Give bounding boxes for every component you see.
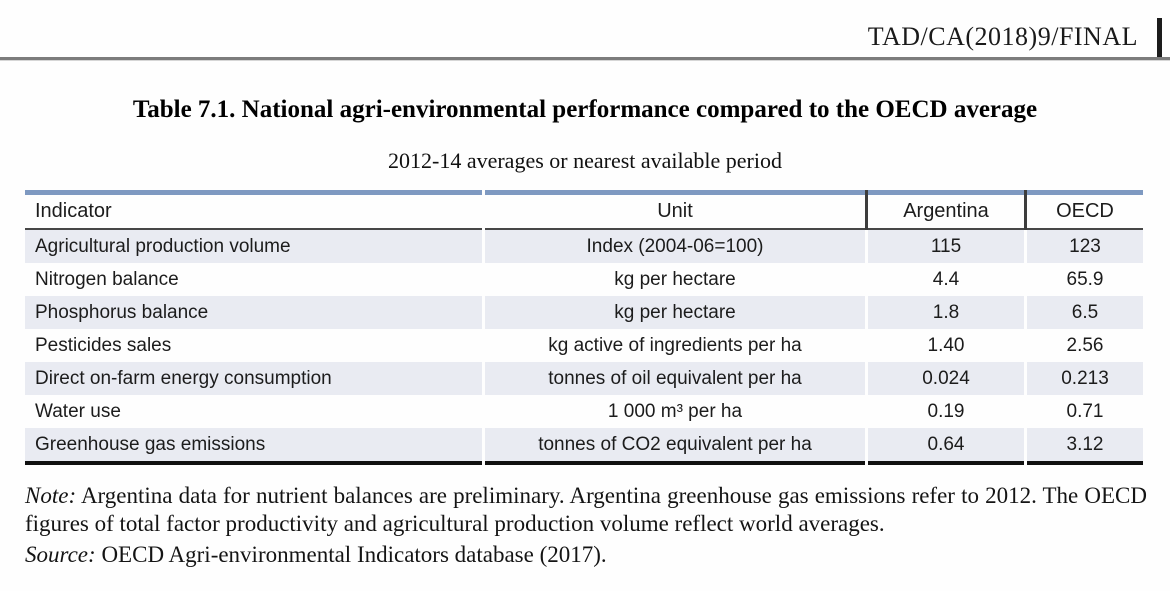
indicator-cell: Nitrogen balance [25, 263, 482, 296]
argentina-value-cell: 0.19 [868, 395, 1024, 428]
oecd-value-cell: 123 [1027, 230, 1143, 263]
indicator-cell: Water use [25, 395, 482, 428]
oecd-value-cell: 2.56 [1027, 329, 1143, 362]
document-reference: TAD/CA(2018)9/FINAL [867, 22, 1138, 51]
column-header-argentina: Argentina [868, 190, 1024, 230]
oecd-value-cell: 3.12 [1027, 428, 1143, 465]
source-text: OECD Agri-environmental Indicators datab… [95, 542, 607, 567]
unit-cell: 1 000 m³ per ha [485, 395, 865, 428]
table-row: Water use 1 000 m³ per ha 0.19 0.71 [25, 395, 1143, 428]
argentina-value-cell: 1.40 [868, 329, 1024, 362]
table-row: Direct on-farm energy consumption tonnes … [25, 362, 1143, 395]
unit-cell: kg per hectare [485, 296, 865, 329]
unit-cell: kg per hectare [485, 263, 865, 296]
table-row: Greenhouse gas emissions tonnes of CO2 eq… [25, 428, 1143, 465]
table-body: Agricultural production volume Index (200… [25, 230, 1143, 465]
indicator-cell: Phosphorus balance [25, 296, 482, 329]
argentina-value-cell: 4.4 [868, 263, 1024, 296]
indicator-cell: Direct on-farm energy consumption [25, 362, 482, 395]
indicator-cell: Pesticides sales [25, 329, 482, 362]
agri-environmental-table: Indicator Unit Argentina OECD Agricultural … [25, 190, 1143, 465]
oecd-value-cell: 65.9 [1027, 263, 1143, 296]
table-title: Table 7.1. National agri-environmental p… [132, 96, 1038, 123]
argentina-value-cell: 0.024 [868, 362, 1024, 395]
unit-cell: tonnes of CO2 equivalent per ha [485, 428, 865, 465]
argentina-value-cell: 115 [868, 230, 1024, 263]
unit-cell: Index (2004-06=100) [485, 230, 865, 263]
note-label: Note: [25, 483, 77, 508]
oecd-value-cell: 0.71 [1027, 395, 1143, 428]
table-row: Phosphorus balance kg per hectare 1.8 6.5 [25, 296, 1143, 329]
unit-cell: tonnes of oil equivalent per ha [485, 362, 865, 395]
table-row: Pesticides sales kg active of ingredients… [25, 329, 1143, 362]
note-text: Argentina data for nutrient balances are… [25, 483, 1147, 536]
unit-cell: kg active of ingredients per ha [485, 329, 865, 362]
source-label: Source: [25, 542, 96, 567]
header-rule [0, 57, 1170, 61]
indicator-cell: Agricultural production volume [25, 230, 482, 263]
table-notes: Note: Argentina data for nutrient balanc… [25, 482, 1147, 569]
oecd-value-cell: 0.213 [1027, 362, 1143, 395]
column-header-unit: Unit [485, 190, 865, 230]
table-subtitle: 2012-14 averages or nearest available pe… [388, 148, 782, 173]
table-row: Nitrogen balance kg per hectare 4.4 65.9 [25, 263, 1143, 296]
table-header-row: Indicator Unit Argentina OECD [25, 190, 1143, 230]
column-header-oecd: OECD [1027, 190, 1143, 230]
oecd-value-cell: 6.5 [1027, 296, 1143, 329]
argentina-value-cell: 1.8 [868, 296, 1024, 329]
argentina-value-cell: 0.64 [868, 428, 1024, 465]
indicator-cell: Greenhouse gas emissions [25, 428, 482, 465]
column-header-indicator: Indicator [25, 190, 482, 230]
margin-bar [1157, 18, 1162, 58]
source-paragraph: Source: OECD Agri-environmental Indicato… [25, 541, 1147, 569]
note-paragraph: Note: Argentina data for nutrient balanc… [25, 482, 1147, 538]
table-row: Agricultural production volume Index (200… [25, 230, 1143, 263]
